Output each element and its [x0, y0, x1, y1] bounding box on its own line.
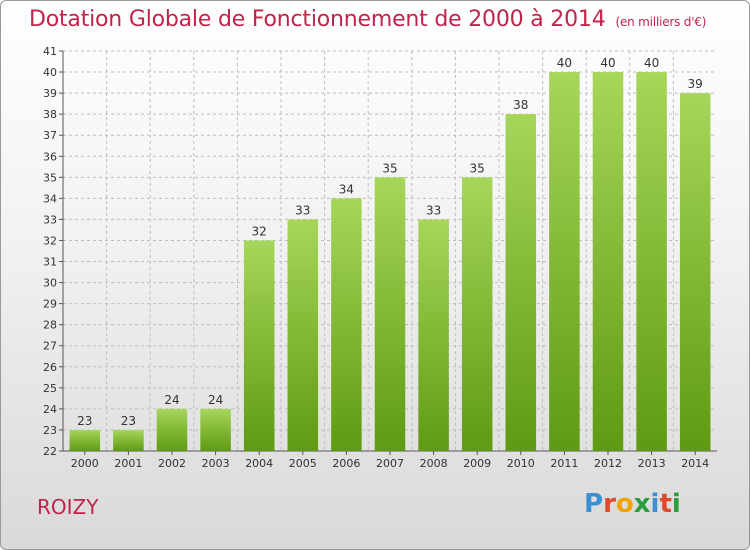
x-tick-label: 2001 — [114, 457, 142, 470]
bar-2004 — [243, 240, 275, 451]
logo-letter: o — [615, 489, 634, 519]
bar-2014 — [679, 93, 711, 452]
x-tick-label: 2002 — [158, 457, 186, 470]
x-tick-label: 2007 — [376, 457, 404, 470]
x-tick-label: 2014 — [681, 457, 709, 470]
y-tick-label: 40 — [43, 66, 57, 79]
y-tick-label: 24 — [43, 403, 57, 416]
data-label: 23 — [77, 414, 92, 428]
y-tick-label: 27 — [43, 340, 57, 353]
data-label: 34 — [339, 182, 354, 196]
y-tick-label: 38 — [43, 108, 57, 121]
y-tick-label: 25 — [43, 382, 57, 395]
data-label: 32 — [252, 224, 267, 238]
data-label: 35 — [470, 161, 485, 175]
bar-2005 — [287, 219, 319, 451]
x-tick-label: 2013 — [638, 457, 666, 470]
x-tick-label: 2008 — [420, 457, 448, 470]
y-tick-label: 35 — [43, 171, 57, 184]
data-label: 24 — [164, 393, 179, 407]
logo-letter: t — [659, 489, 672, 519]
x-tick-label: 2005 — [289, 457, 317, 470]
logo-letter: P — [584, 489, 604, 519]
y-tick-label: 36 — [43, 150, 57, 163]
bar-2001 — [113, 429, 144, 451]
data-label: 33 — [426, 203, 441, 217]
bar-2012 — [592, 72, 624, 451]
bars — [69, 72, 711, 452]
x-tick-label: 2009 — [463, 457, 491, 470]
logo-letter: i — [671, 489, 681, 519]
x-tick-label: 2006 — [332, 457, 360, 470]
bar-2008 — [418, 219, 449, 451]
bar-2009 — [461, 177, 493, 451]
data-label: 38 — [513, 98, 528, 112]
x-tick-label: 2004 — [245, 457, 273, 470]
y-tick-label: 22 — [43, 445, 57, 458]
data-label: 35 — [382, 161, 397, 175]
logo-letter: x — [633, 489, 651, 519]
bar-2002 — [156, 408, 188, 451]
x-tick-label: 2003 — [202, 457, 230, 470]
y-tick-label: 23 — [43, 424, 57, 437]
y-tick-label: 32 — [43, 234, 57, 247]
bar-2006 — [331, 198, 362, 451]
chart-title-text: Dotation Globale de Fonctionnement de 20… — [29, 7, 606, 32]
labels: 22 23 24 25 26 27 28 29 30 31 32 33 34 35 36 37 38 39 40 41… — [43, 45, 709, 470]
bar-2003 — [200, 408, 231, 451]
y-tick-label: 39 — [43, 87, 57, 100]
logo-letter: i — [650, 489, 660, 519]
y-tick-label: 41 — [43, 45, 57, 58]
y-tick-label: 33 — [43, 213, 57, 226]
proxiti-logo[interactable]: Proxiti — [584, 489, 681, 519]
logo-letter: r — [603, 489, 616, 519]
x-tick-label: 2011 — [550, 457, 578, 470]
chart-title: Dotation Globale de Fonctionnement de 20… — [29, 7, 706, 32]
bar-2007 — [374, 177, 406, 451]
y-tick-label: 37 — [43, 129, 57, 142]
y-tick-label: 34 — [43, 192, 57, 205]
x-tick-label: 2000 — [71, 457, 99, 470]
y-tick-label: 28 — [43, 319, 57, 332]
data-label: 39 — [688, 77, 703, 91]
data-label: 40 — [600, 56, 615, 70]
commune-name: ROIZY — [37, 495, 99, 519]
bar-2013 — [636, 72, 667, 451]
y-tick-label: 26 — [43, 361, 57, 374]
y-tick-label: 30 — [43, 277, 57, 290]
chart-unit: (en milliers d'€) — [615, 15, 707, 29]
data-label: 24 — [208, 393, 223, 407]
x-tick-label: 2010 — [507, 457, 535, 470]
x-tick-label: 2012 — [594, 457, 622, 470]
data-label: 23 — [121, 414, 136, 428]
bar-2011 — [549, 72, 580, 451]
data-label: 40 — [644, 56, 659, 70]
data-label: 33 — [295, 203, 310, 217]
data-label: 40 — [557, 56, 572, 70]
y-tick-label: 29 — [43, 298, 57, 311]
bar-2010 — [505, 114, 537, 451]
y-tick-label: 31 — [43, 256, 57, 269]
bar-2000 — [69, 429, 101, 451]
